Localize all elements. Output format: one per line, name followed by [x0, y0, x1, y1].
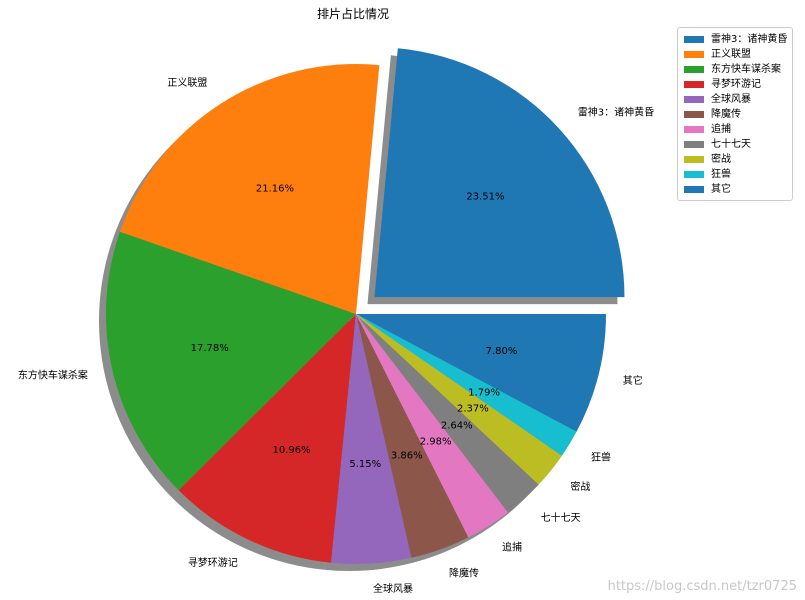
legend-item: 雷神3：诸神黄昏 [684, 32, 788, 47]
watermark-text: https://blog.csdn.net/tzr0725 [607, 579, 797, 594]
legend-item: 狂兽 [684, 167, 786, 182]
pie-percent-label: 5.15% [349, 459, 381, 470]
legend-item: 密战 [684, 152, 786, 167]
legend-swatch [684, 141, 704, 148]
legend-label: 全球风暴 [711, 94, 751, 105]
legend-swatch [684, 36, 704, 43]
pie-percent-label: 23.51% [466, 192, 504, 203]
pie-slice-雷神3：诸神黄昏 [374, 48, 625, 298]
pie-percent-label: 2.37% [457, 403, 489, 414]
legend-label: 其它 [711, 184, 731, 195]
slice-layer [105, 48, 625, 564]
legend-item: 七十七天 [684, 137, 786, 152]
legend-label: 雷神3：诸神黄昏 [711, 34, 788, 45]
legend-swatch [684, 51, 704, 58]
pie-slice-追捕 [356, 314, 508, 538]
legend-item: 正义联盟 [684, 47, 786, 62]
pie-category-label: 七十七天 [541, 511, 581, 524]
pie-percent-label: 10.96% [272, 445, 310, 456]
legend-label: 追捕 [711, 124, 731, 135]
pie-percent-label: 21.16% [256, 183, 294, 194]
pie-category-label: 密战 [570, 480, 590, 493]
pie-category-label: 其它 [623, 374, 643, 387]
pie-slice-全球风暴 [331, 314, 412, 564]
chart-legend: 雷神3：诸神黄昏 正义联盟东方快车谋杀案 寻梦环游记全球风暴降魔传追捕七十七天密战狂… [677, 27, 793, 201]
pie-category-label: 东方快车谋杀案 [18, 369, 88, 382]
pie-category-label: 狂兽 [591, 450, 611, 463]
legend-swatch [684, 171, 704, 178]
legend-label: 寻梦环游记 [711, 79, 761, 90]
legend-swatch [684, 186, 704, 193]
pie-percent-label: 2.98% [420, 437, 452, 448]
legend-item: 其它 [684, 182, 786, 197]
pie-slice-狂兽 [356, 314, 577, 456]
pie-category-label: 降魔传 [449, 566, 479, 579]
legend-label: 狂兽 [711, 169, 731, 180]
pie-percent-label: 7.80% [486, 346, 518, 357]
pie-slice-其它 [356, 314, 606, 432]
legend-item: 降魔传 [684, 107, 786, 122]
legend-swatch [684, 126, 704, 133]
legend-label: 密战 [711, 154, 731, 165]
pie-category-label: 寻梦环游记 [188, 556, 238, 569]
pie-category-label: 追捕 [502, 541, 522, 554]
pie-percent-label: 3.86% [391, 451, 423, 462]
pie-category-label: 正义联盟 [167, 77, 207, 89]
chart-title: 排片占比情况 [317, 6, 389, 21]
pie-slice-东方快车谋杀案 [105, 231, 356, 491]
pie-percent-label: 17.78% [191, 343, 229, 354]
legend-swatch [684, 111, 704, 118]
legend-item: 寻梦环游记 [684, 77, 786, 92]
pie-percent-label: 1.79% [468, 387, 500, 398]
legend-swatch [684, 81, 704, 88]
legend-label: 正义联盟 [711, 49, 751, 60]
legend-swatch [684, 66, 704, 73]
legend-item: 东方快车谋杀案 [684, 62, 786, 77]
legend-label: 降魔传 [711, 109, 741, 120]
label-layer: 23.51% 雷神3：诸神黄昏 21.16% 正义联盟 17.78% 东方快车谋杀案 10.… [18, 77, 654, 595]
pie-slice-正义联盟 [119, 63, 380, 314]
legend-swatch [684, 156, 704, 163]
legend-item: 全球风暴 [684, 92, 786, 107]
pie-slice-降魔传 [356, 314, 469, 558]
pie-percent-label: 2.64% [441, 421, 473, 432]
pie-slice-密战 [356, 314, 562, 485]
pie-category-label: 雷神3：诸神黄昏 [578, 106, 654, 119]
legend-item: 追捕 [684, 122, 786, 137]
legend-label: 东方快车谋杀案 [711, 64, 781, 75]
pie-slice-七十七天 [356, 314, 539, 513]
legend-label: 七十七天 [711, 139, 751, 150]
legend-swatch [684, 96, 704, 103]
pie-slice-寻梦环游记 [178, 314, 356, 563]
pie-category-label: 全球风暴 [373, 582, 413, 595]
